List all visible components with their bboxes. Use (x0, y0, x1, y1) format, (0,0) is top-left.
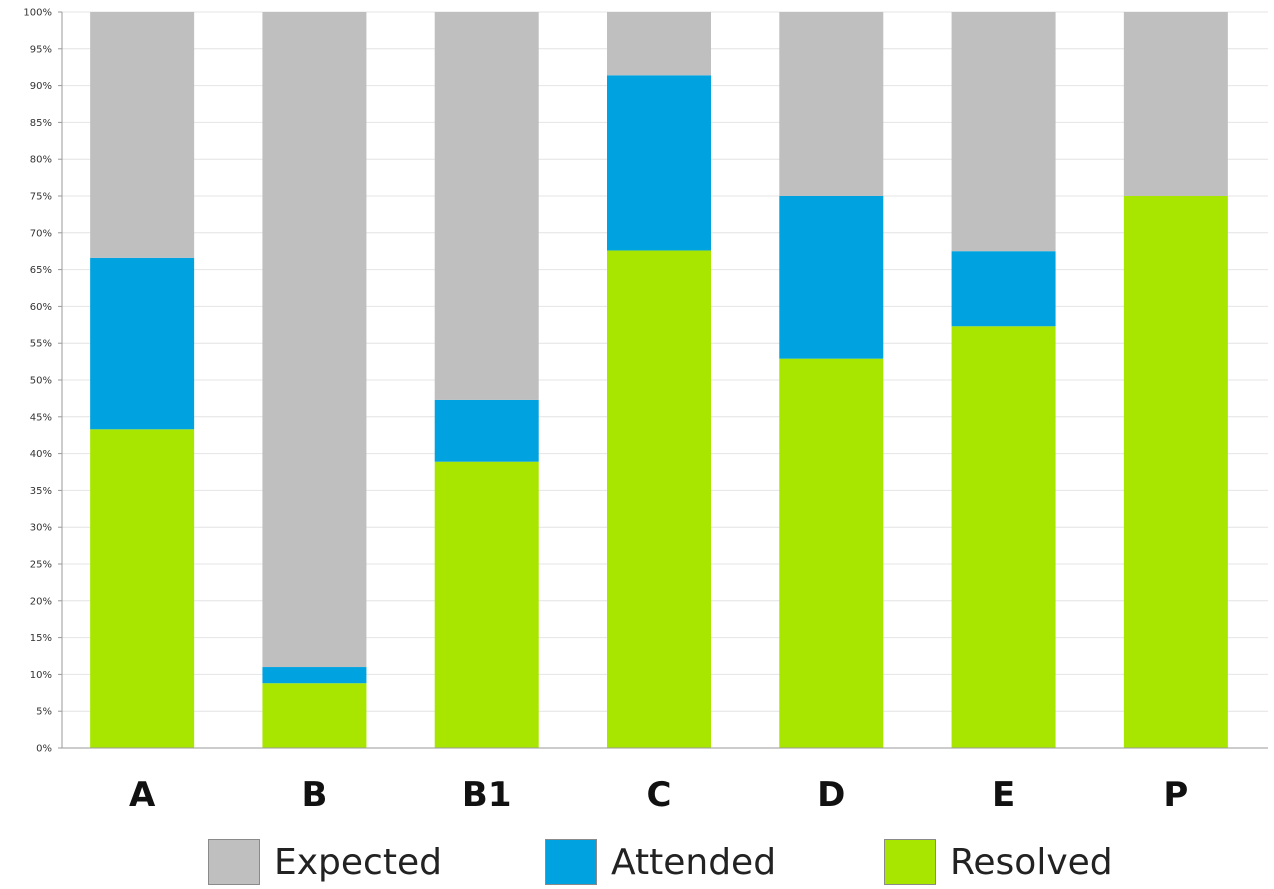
x-category-labels: A B B1 C D E P (129, 775, 1188, 815)
legend-swatch-attended (545, 839, 597, 885)
y-tick-label: 50% (30, 376, 52, 387)
bar-c-attended (607, 75, 711, 251)
bar-e-resolved (951, 326, 1056, 748)
bar-e-expected (951, 12, 1056, 252)
bar-b1-resolved (434, 461, 539, 748)
bar-c-resolved (607, 250, 711, 749)
x-category-label: P (1163, 775, 1188, 815)
y-tick-label: 80% (30, 155, 52, 166)
y-tick-label: 35% (30, 486, 52, 497)
stacked-bar-chart: 0% 5% 10% 15% 20% 25% 30% 35% 40% 45% 50% 55% 60% 65%… (23, 8, 1268, 815)
y-tick-label: 40% (30, 449, 52, 460)
x-category-label: E (992, 775, 1015, 815)
legend-item-resolved: Resolved (884, 838, 1113, 886)
y-tick-label: 95% (30, 44, 52, 55)
x-category-label: B1 (462, 775, 512, 815)
legend: Expected Attended Resolved (0, 832, 1274, 889)
legend-label-attended: Attended (611, 841, 777, 883)
bar-e-attended (951, 251, 1056, 327)
bar-a-expected (90, 12, 195, 258)
y-tick-label: 90% (30, 81, 52, 92)
x-category-label: C (647, 775, 672, 815)
x-category-label: A (129, 775, 156, 815)
bar-d-attended (779, 196, 884, 359)
y-tick-label: 65% (30, 265, 52, 276)
x-category-label: B (301, 775, 327, 815)
y-tick-label: 45% (30, 412, 52, 423)
bar-p-resolved (1123, 196, 1228, 748)
y-tick-label: 30% (30, 523, 52, 534)
bar-a-attended (90, 257, 195, 430)
axes (58, 11, 1268, 749)
bar-p-expected (1123, 12, 1228, 196)
legend-swatch-resolved (884, 839, 936, 885)
legend-item-attended: Attended (545, 838, 776, 886)
bars (90, 12, 1228, 749)
bar-d-resolved (779, 358, 884, 748)
legend-label-expected: Expected (274, 841, 442, 883)
y-tick-label: 75% (30, 192, 52, 203)
bar-b1-attended (434, 399, 539, 462)
bar-d-expected (779, 12, 884, 196)
x-category-label: D (817, 775, 845, 815)
legend-swatch-expected (208, 839, 260, 885)
bar-b-attended (262, 667, 367, 684)
y-tick-label: 20% (30, 596, 52, 607)
bar-a-resolved (90, 429, 195, 748)
y-tick-label: 60% (30, 302, 52, 313)
y-tick-labels: 0% 5% 10% 15% 20% 25% 30% 35% 40% 45% 50% 55% 60% 65%… (23, 8, 52, 755)
y-tick-label: 85% (30, 118, 52, 129)
bar-b1-expected (434, 12, 539, 400)
y-tick-label: 5% (36, 707, 52, 718)
bar-c-expected (607, 12, 711, 76)
bar-b-expected (262, 12, 367, 668)
y-tick-label: 70% (30, 228, 52, 239)
y-tick-label: 55% (30, 339, 52, 350)
y-tick-label: 25% (30, 560, 52, 571)
y-tick-label: 100% (23, 8, 52, 19)
bar-b-resolved (262, 683, 367, 748)
y-tick-label: 15% (30, 633, 52, 644)
legend-label-resolved: Resolved (950, 841, 1113, 883)
y-tick-label: 0% (36, 744, 52, 755)
y-tick-label: 10% (30, 670, 52, 681)
legend-item-expected: Expected (208, 838, 442, 886)
